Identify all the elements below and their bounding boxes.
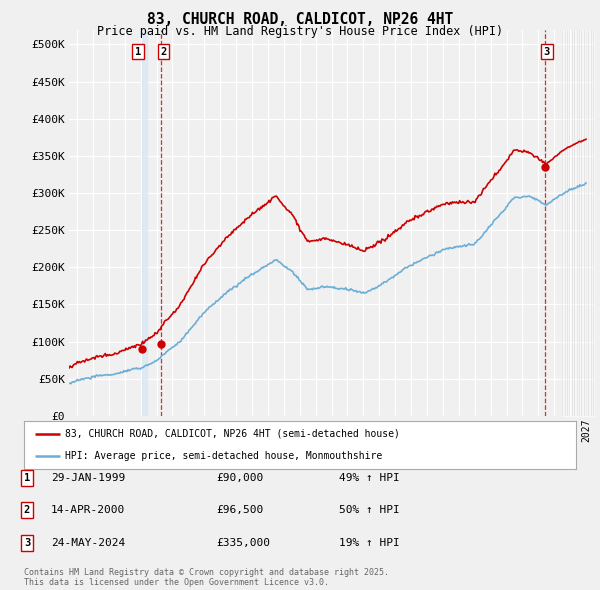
Text: 2: 2 — [160, 47, 167, 57]
Text: 19% ↑ HPI: 19% ↑ HPI — [339, 538, 400, 548]
Text: 1: 1 — [24, 473, 30, 483]
Text: 3: 3 — [24, 538, 30, 548]
Text: 83, CHURCH ROAD, CALDICOT, NP26 4HT (semi-detached house): 83, CHURCH ROAD, CALDICOT, NP26 4HT (sem… — [65, 429, 400, 439]
Text: 1: 1 — [135, 47, 141, 57]
Text: 50% ↑ HPI: 50% ↑ HPI — [339, 506, 400, 515]
Text: £90,000: £90,000 — [216, 473, 263, 483]
Text: 2: 2 — [24, 506, 30, 515]
Text: 14-APR-2000: 14-APR-2000 — [51, 506, 125, 515]
Text: £96,500: £96,500 — [216, 506, 263, 515]
Text: 29-JAN-1999: 29-JAN-1999 — [51, 473, 125, 483]
Text: 3: 3 — [544, 47, 550, 57]
Bar — [142, 30, 148, 416]
Text: 49% ↑ HPI: 49% ↑ HPI — [339, 473, 400, 483]
Text: 24-MAY-2024: 24-MAY-2024 — [51, 538, 125, 548]
Text: £335,000: £335,000 — [216, 538, 270, 548]
Text: HPI: Average price, semi-detached house, Monmouthshire: HPI: Average price, semi-detached house,… — [65, 451, 383, 461]
Text: 83, CHURCH ROAD, CALDICOT, NP26 4HT: 83, CHURCH ROAD, CALDICOT, NP26 4HT — [147, 12, 453, 27]
Text: Contains HM Land Registry data © Crown copyright and database right 2025.
This d: Contains HM Land Registry data © Crown c… — [24, 568, 389, 587]
Text: Price paid vs. HM Land Registry's House Price Index (HPI): Price paid vs. HM Land Registry's House … — [97, 25, 503, 38]
